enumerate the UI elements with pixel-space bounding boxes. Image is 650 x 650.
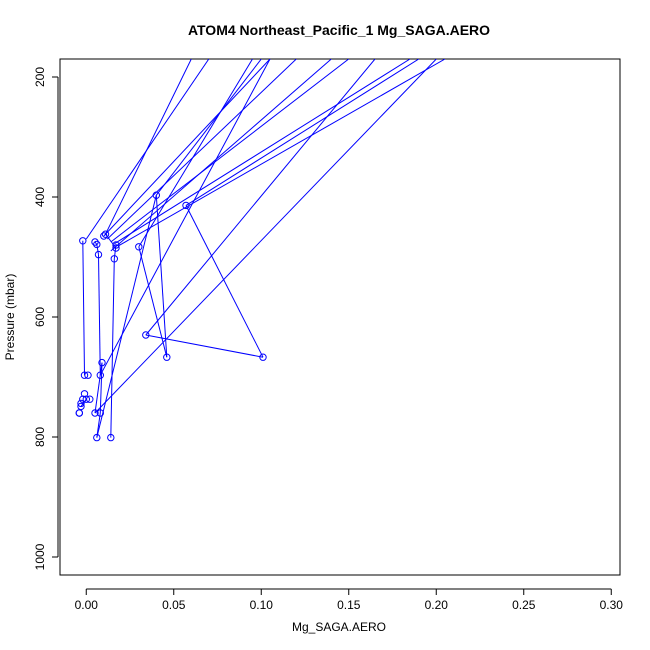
data-point bbox=[259, 353, 267, 361]
data-point bbox=[110, 255, 119, 263]
data-point bbox=[82, 395, 91, 403]
y-axis-label: Pressure (mbar) bbox=[3, 274, 17, 361]
data-point bbox=[91, 238, 99, 246]
series-line-segment bbox=[110, 59, 350, 243]
data-point bbox=[182, 201, 190, 210]
series-line-segment bbox=[185, 59, 420, 206]
series-line-segment bbox=[94, 241, 98, 245]
series-line-segment bbox=[117, 59, 446, 247]
y-tick-label: 600 bbox=[33, 307, 47, 327]
data-point bbox=[93, 433, 101, 442]
data-point bbox=[79, 237, 87, 245]
series-line-segment bbox=[155, 59, 262, 196]
data-point bbox=[80, 371, 89, 379]
data-point bbox=[142, 331, 150, 339]
x-axis: 0.00 0.05 0.10 0.15 0.20 0.25 0.30 bbox=[75, 588, 624, 612]
series-line-segment bbox=[103, 59, 271, 237]
x-tick-label: 0.00 bbox=[75, 598, 99, 612]
series-line-segment bbox=[99, 362, 103, 414]
data-point bbox=[98, 358, 106, 367]
series-line-segment bbox=[105, 59, 192, 235]
data-point bbox=[152, 191, 161, 199]
data-layer bbox=[75, 59, 446, 442]
data-point bbox=[100, 232, 108, 240]
data-point bbox=[79, 395, 87, 403]
series-line-segment bbox=[96, 244, 99, 255]
series-line-segment bbox=[138, 59, 253, 248]
data-point bbox=[80, 390, 89, 398]
data-point bbox=[93, 240, 101, 249]
data-point bbox=[91, 409, 99, 417]
data-point bbox=[86, 395, 94, 403]
data-point bbox=[75, 409, 84, 417]
x-tick-label: 0.20 bbox=[425, 598, 449, 612]
y-tick-label: 800 bbox=[33, 427, 47, 447]
series-line-segment bbox=[82, 240, 85, 376]
data-point bbox=[96, 409, 105, 417]
data-point bbox=[94, 250, 103, 259]
x-tick-label: 0.30 bbox=[600, 598, 624, 612]
series-line-segment bbox=[110, 258, 115, 438]
data-point bbox=[163, 353, 171, 361]
series-line-segment bbox=[96, 195, 157, 438]
data-point bbox=[112, 241, 120, 249]
data-point bbox=[135, 243, 143, 251]
y-tick-label: 400 bbox=[33, 187, 47, 207]
series-line-segment bbox=[98, 254, 101, 376]
series-line-segment bbox=[94, 362, 103, 414]
data-point bbox=[77, 399, 85, 408]
plot-frame bbox=[59, 58, 621, 576]
series-line-segment bbox=[155, 195, 168, 358]
y-tick-label: 1000 bbox=[33, 543, 47, 570]
series-line-segment bbox=[99, 59, 271, 376]
data-point bbox=[84, 371, 92, 379]
x-tick-label: 0.05 bbox=[162, 598, 186, 612]
data-point bbox=[107, 433, 115, 442]
series-line-segment bbox=[185, 205, 264, 358]
series-line-segment bbox=[106, 59, 297, 240]
series-line-segment bbox=[138, 246, 168, 358]
series-line-segment bbox=[114, 59, 411, 245]
x-tick-label: 0.10 bbox=[250, 598, 274, 612]
x-tick-label: 0.15 bbox=[337, 598, 361, 612]
data-point bbox=[77, 402, 85, 411]
data-point bbox=[96, 371, 105, 379]
x-tick-label: 0.25 bbox=[512, 598, 536, 612]
y-axis: 200 400 600 800 1000 bbox=[33, 67, 59, 570]
data-point bbox=[101, 230, 110, 238]
y-tick-label: 200 bbox=[33, 67, 47, 87]
chart-title: ATOM4 Northeast_Pacific_1 Mg_SAGA.AERO bbox=[188, 22, 490, 38]
series-line-segment bbox=[145, 334, 264, 358]
data-point bbox=[112, 244, 120, 252]
series-line-segment bbox=[145, 59, 376, 336]
x-axis-label: Mg_SAGA.AERO bbox=[292, 620, 386, 634]
series-line-segment bbox=[94, 59, 437, 414]
series-line-segment bbox=[110, 59, 332, 252]
